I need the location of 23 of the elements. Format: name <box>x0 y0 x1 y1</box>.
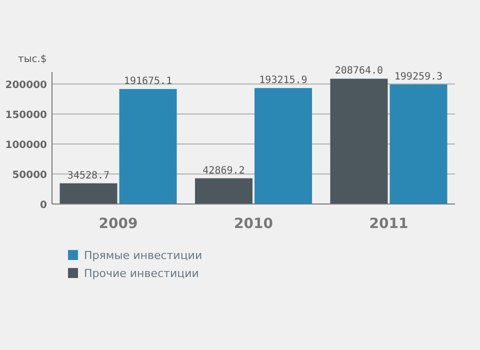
data-label: 199259.3 <box>394 71 443 82</box>
bar <box>60 183 118 204</box>
y-tick-label: 0 <box>40 200 48 211</box>
y-axis-title: тыс.$ <box>18 54 47 65</box>
bar <box>194 178 252 204</box>
bar <box>254 88 312 204</box>
legend-label: Прочие инвестиции <box>84 267 199 280</box>
data-label: 193215.9 <box>259 75 308 86</box>
y-tick-label: 50000 <box>12 170 48 181</box>
x-tick-label: 2011 <box>369 216 408 232</box>
y-tick-label: 100000 <box>5 140 48 151</box>
bar <box>119 88 177 204</box>
y-tick-label: 150000 <box>5 110 48 121</box>
legend-label: Прямые инвестиции <box>84 249 202 262</box>
data-label: 42869.2 <box>202 165 245 176</box>
bar <box>390 84 448 204</box>
data-label: 191675.1 <box>124 76 172 87</box>
x-tick-label: 2009 <box>98 216 138 232</box>
data-label: 34528.7 <box>67 170 110 182</box>
bar <box>330 78 388 204</box>
data-label: 208764.0 <box>334 66 384 77</box>
y-tick-label: 200000 <box>5 80 48 91</box>
x-tick-label: 2010 <box>234 216 274 232</box>
